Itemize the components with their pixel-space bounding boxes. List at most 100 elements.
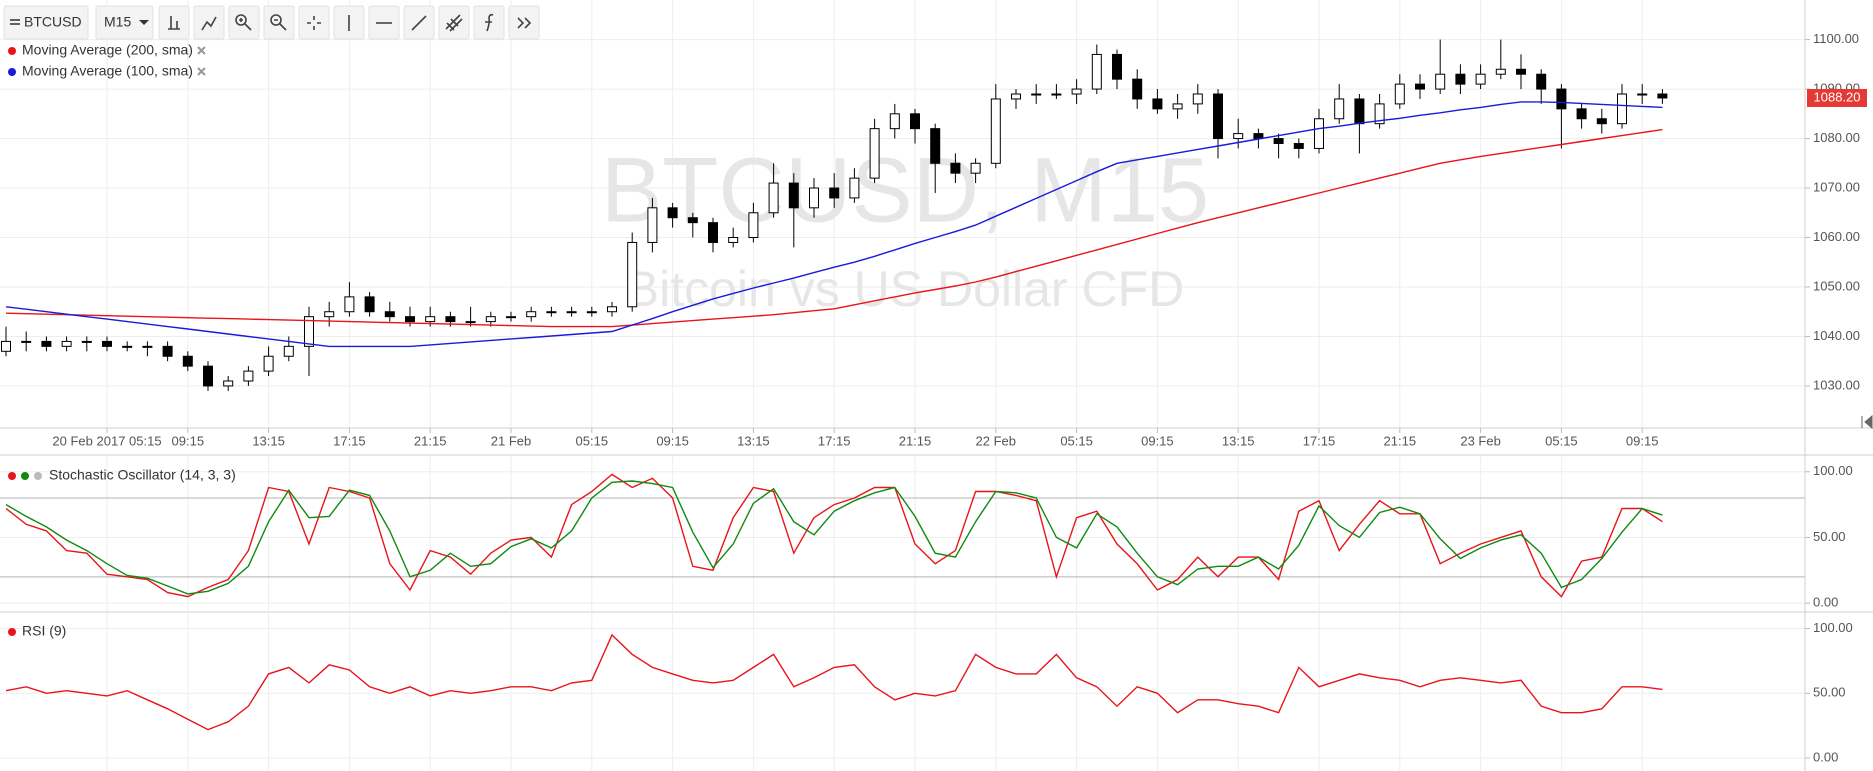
symbol-button[interactable] — [3, 5, 89, 40]
candle-body — [1071, 88, 1082, 95]
stoch-dot — [21, 472, 29, 480]
candle-body — [445, 316, 456, 323]
candle-body — [41, 340, 52, 347]
candle-body — [768, 182, 779, 214]
candle-body — [990, 98, 1001, 164]
tool-button[interactable] — [228, 5, 260, 40]
candle-body — [687, 217, 698, 224]
tool-icon — [270, 14, 287, 31]
candle-body — [1556, 88, 1567, 110]
x-tick-label: 20 Feb 2017 05:15 — [52, 433, 161, 448]
candle-body — [1596, 118, 1607, 125]
candle-body — [1, 340, 11, 352]
interval-button[interactable] — [95, 5, 154, 40]
x-tick-label: 09:15 — [1141, 433, 1174, 448]
x-tick-label: 13:15 — [1222, 433, 1255, 448]
tool-button[interactable] — [263, 5, 295, 40]
legend-dot — [8, 47, 16, 55]
tool-button[interactable] — [298, 5, 330, 40]
candle-body — [465, 321, 476, 324]
x-tick-label: 23 Feb — [1460, 433, 1500, 448]
candle-body — [889, 113, 900, 130]
legend-label: Moving Average (100, sma) — [22, 63, 193, 79]
candle-body — [102, 340, 112, 347]
candle-body — [1192, 93, 1203, 105]
rsi-dot — [8, 628, 16, 636]
candle-body — [1475, 73, 1486, 85]
tool-button[interactable] — [508, 5, 540, 40]
candle-body — [182, 355, 193, 367]
x-tick-label: 05:15 — [576, 433, 609, 448]
x-tick-label: 09:15 — [172, 433, 205, 448]
candle-body — [1657, 93, 1668, 99]
candle-body — [1617, 93, 1627, 125]
candle-body — [506, 316, 516, 319]
candle-body — [566, 311, 577, 314]
watermark-title: BTCUSD, M15 — [601, 139, 1209, 241]
candle-body — [485, 316, 496, 323]
stoch-dot — [8, 472, 16, 480]
candle-body — [203, 365, 213, 387]
candle-body — [142, 345, 153, 348]
candle-body — [283, 345, 294, 357]
x-tick-label: 17:15 — [1303, 433, 1336, 448]
candle-body — [627, 241, 638, 308]
x-tick-label: 22 Feb — [976, 433, 1016, 448]
stoch-title: Stochastic Oscillator (14, 3, 3) — [49, 467, 236, 483]
tool-icon — [235, 14, 252, 31]
indicator-line — [5, 480, 1663, 595]
candle-body — [1435, 73, 1446, 90]
candle-body — [930, 128, 941, 164]
candle-body — [809, 187, 819, 209]
tool-button[interactable] — [193, 5, 225, 40]
candle-body — [1637, 93, 1648, 96]
interval-label[interactable]: M15 — [104, 14, 131, 30]
y-tick-label: 1050.00 — [1813, 278, 1860, 293]
candle-body — [61, 340, 72, 347]
candle-body — [1394, 83, 1405, 105]
toolbar: BTCUSD M15 — [3, 5, 540, 40]
scroll-end-button[interactable] — [1861, 414, 1873, 430]
rsi-title: RSI (9) — [22, 623, 66, 639]
background-layer — [0, 0, 1810, 771]
candle-body — [223, 380, 234, 387]
stoch-dot — [34, 472, 42, 480]
y-tick-label: 0.00 — [1813, 749, 1838, 764]
candle-body — [425, 316, 436, 323]
indicator-line — [5, 473, 1663, 598]
legend-remove — [197, 46, 206, 55]
candle-body — [748, 212, 759, 239]
candle-body — [1273, 138, 1284, 144]
y-tick-label: 50.00 — [1813, 529, 1846, 544]
y-tick-label: 0.00 — [1813, 595, 1838, 610]
candle-body — [1293, 142, 1304, 149]
candle-body — [1172, 103, 1183, 110]
tool-icon — [307, 16, 321, 30]
candle-body — [546, 311, 557, 314]
tool-icon — [445, 14, 463, 32]
tool-icon — [201, 16, 217, 31]
candle-body — [950, 162, 961, 174]
candle-body — [122, 345, 133, 348]
candle-body — [162, 345, 173, 357]
candle-body — [344, 296, 355, 313]
candle-body — [526, 311, 537, 318]
x-tick-label: 21 Feb — [491, 433, 531, 448]
candle-body — [910, 113, 920, 130]
dropdown-arrow — [139, 20, 149, 25]
watermark-subtitle: Bitcoin vs US Dollar CFD — [626, 261, 1184, 317]
tool-button[interactable] — [158, 5, 190, 40]
x-tick-label: 17:15 — [818, 433, 851, 448]
symbol-label[interactable]: BTCUSD — [24, 14, 82, 30]
y-tick-label: 1040.00 — [1813, 328, 1860, 343]
candle-body — [1495, 68, 1506, 75]
candle-body — [1455, 73, 1466, 85]
x-tick-label: 13:15 — [252, 433, 285, 448]
candle-body — [1152, 98, 1163, 110]
x-tick-label: 09:15 — [656, 433, 689, 448]
candle-body — [829, 187, 840, 199]
candle-body — [728, 237, 739, 243]
candle-body — [1314, 118, 1324, 149]
symbol-icon — [10, 19, 20, 25]
